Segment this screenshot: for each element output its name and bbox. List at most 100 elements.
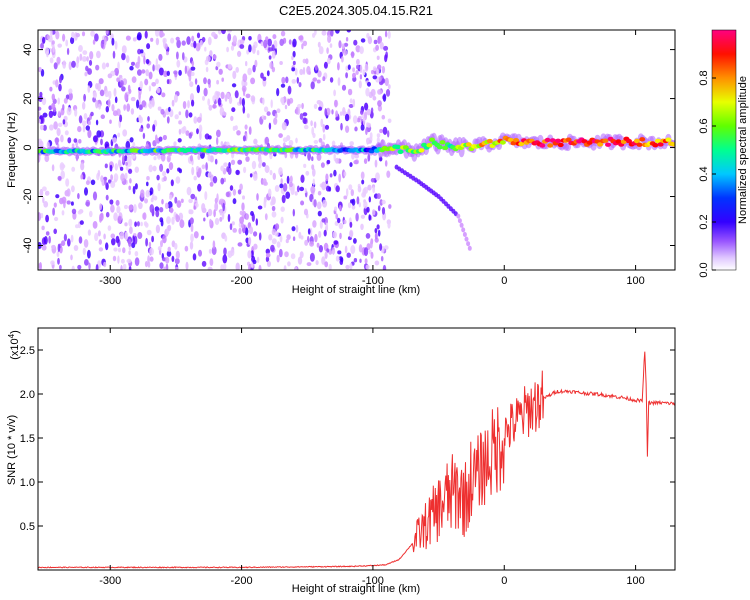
noise-dot <box>338 40 342 49</box>
noise-dot <box>220 165 225 172</box>
noise-dot <box>332 249 336 254</box>
noise-dot <box>143 221 148 227</box>
noise-dot <box>202 95 205 101</box>
noise-dot <box>302 58 307 64</box>
noise-dot <box>384 54 388 63</box>
noise-dot <box>369 240 373 249</box>
x-tick-label: 0 <box>501 575 507 587</box>
noise-dot <box>372 186 376 194</box>
noise-dot <box>292 236 296 241</box>
noise-dot <box>222 111 227 116</box>
noise-dot <box>387 30 391 39</box>
noise-dot <box>374 228 378 234</box>
noise-dot <box>357 185 362 193</box>
noise-dot <box>350 189 354 197</box>
noise-dot <box>370 251 374 259</box>
y-tick-label: 2.5 <box>20 345 35 357</box>
noise-dot <box>159 262 164 269</box>
noise-dot <box>364 258 368 264</box>
noise-dot <box>245 213 249 220</box>
noise-dot <box>138 116 143 124</box>
noise-dot <box>159 32 165 37</box>
noise-dot <box>381 199 386 205</box>
noise-dot <box>117 61 120 70</box>
noise-dot <box>59 75 62 84</box>
noise-dot <box>325 173 329 182</box>
noise-dot <box>263 106 269 113</box>
noise-dot <box>271 44 275 52</box>
noise-dot <box>248 236 252 246</box>
noise-dot <box>53 62 58 70</box>
noise-dot <box>174 258 180 265</box>
noise-dot <box>219 208 223 216</box>
noise-dot <box>306 262 312 267</box>
noise-dot <box>326 57 331 65</box>
noise-dot <box>41 244 47 251</box>
noise-dot <box>57 243 61 253</box>
noise-dot <box>253 231 258 237</box>
noise-dot <box>125 161 128 166</box>
noise-dot <box>88 59 93 66</box>
noise-dot <box>328 263 332 270</box>
noise-dot <box>201 36 206 43</box>
noise-dot <box>146 181 149 187</box>
noise-dot <box>299 251 304 259</box>
noise-dot <box>316 201 322 210</box>
noise-dot <box>112 255 117 262</box>
noise-dot <box>321 218 326 223</box>
noise-dot <box>111 104 115 112</box>
y-tick-label: 20 <box>22 92 34 104</box>
noise-dot <box>316 242 320 248</box>
noise-dot <box>199 39 203 47</box>
noise-dot <box>264 136 270 145</box>
snr-line <box>38 351 675 569</box>
noise-dot <box>90 179 96 186</box>
noise-dot <box>369 132 373 140</box>
noise-dot <box>157 106 162 111</box>
branch-point <box>461 227 466 233</box>
y-tick-label: 1.0 <box>20 477 35 489</box>
noise-dot <box>49 30 53 37</box>
noise-dot <box>244 227 249 236</box>
noise-dot <box>53 228 57 235</box>
noise-dot <box>84 187 88 196</box>
noise-dot <box>337 217 341 224</box>
noise-dot <box>270 99 273 108</box>
noise-dot <box>190 193 196 200</box>
noise-dot <box>48 235 51 244</box>
noise-dot <box>103 233 106 240</box>
noise-dot <box>87 229 91 236</box>
x-tick-label: -100 <box>362 575 384 587</box>
noise-dot <box>75 32 81 38</box>
noise-dot <box>207 208 213 217</box>
noise-dot <box>348 104 354 108</box>
noise-dot <box>311 164 315 170</box>
noise-dot <box>62 104 65 111</box>
noise-dot <box>344 245 348 254</box>
noise-dot <box>226 46 230 53</box>
noise-dot <box>325 222 329 231</box>
noise-dot <box>350 51 355 59</box>
noise-dot <box>39 188 44 197</box>
noise-dot <box>321 256 326 265</box>
noise-dot <box>38 212 42 221</box>
noise-dot <box>171 216 175 225</box>
noise-dot <box>75 224 79 229</box>
x-tick-label: -300 <box>99 275 121 287</box>
noise-dot <box>87 129 92 139</box>
noise-dot <box>192 253 197 261</box>
noise-dot <box>71 265 75 270</box>
noise-dot <box>245 61 248 67</box>
noise-dot <box>83 239 89 248</box>
noise-dot <box>317 70 322 78</box>
noise-dot <box>77 193 80 200</box>
noise-dot <box>248 36 252 41</box>
noise-dot <box>43 236 48 245</box>
noise-dot <box>237 189 242 195</box>
noise-dot <box>388 204 392 209</box>
noise-dot <box>318 46 324 55</box>
noise-dot <box>372 66 377 72</box>
ridge-point <box>513 138 520 143</box>
noise-dot <box>265 248 270 255</box>
noise-dot <box>104 163 108 169</box>
